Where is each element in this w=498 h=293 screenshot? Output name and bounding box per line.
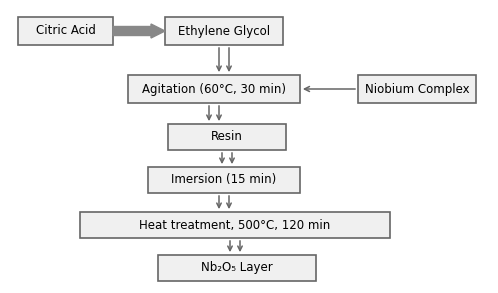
FancyBboxPatch shape — [158, 255, 316, 281]
Text: Nb₂O₅ Layer: Nb₂O₅ Layer — [201, 261, 273, 275]
Text: Agitation (60°C, 30 min): Agitation (60°C, 30 min) — [142, 83, 286, 96]
FancyBboxPatch shape — [165, 17, 283, 45]
Text: Imersion (15 min): Imersion (15 min) — [171, 173, 276, 187]
FancyBboxPatch shape — [128, 75, 300, 103]
FancyBboxPatch shape — [148, 167, 300, 193]
Text: Resin: Resin — [211, 130, 243, 144]
FancyBboxPatch shape — [80, 212, 390, 238]
Polygon shape — [113, 24, 165, 38]
Text: Niobium Complex: Niobium Complex — [365, 83, 469, 96]
FancyBboxPatch shape — [168, 124, 286, 150]
Text: Ethylene Glycol: Ethylene Glycol — [178, 25, 270, 38]
Text: Citric Acid: Citric Acid — [35, 25, 96, 38]
FancyBboxPatch shape — [358, 75, 476, 103]
Text: Heat treatment, 500°C, 120 min: Heat treatment, 500°C, 120 min — [139, 219, 331, 231]
FancyBboxPatch shape — [18, 17, 113, 45]
